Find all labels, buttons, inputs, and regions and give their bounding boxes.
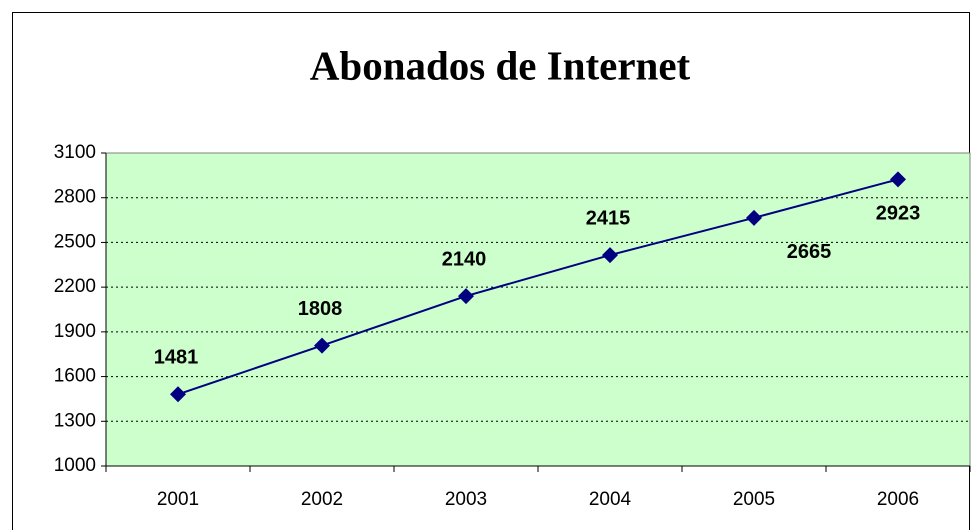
data-point [314,337,330,354]
data-label: 1808 [298,298,343,320]
data-line [177,178,899,396]
data-label: 2140 [442,248,487,270]
data-point [746,209,762,226]
chart-title: Abonados de Internet [310,42,691,88]
y-tick-label: 1600 [54,366,96,387]
y-tick-label: 2800 [54,187,96,208]
x-tick-label: 2006 [877,489,919,510]
data-label: 1481 [154,347,199,369]
y-tick-label: 3100 [54,142,96,163]
data-point [458,288,474,305]
data-label: 2923 [876,203,921,225]
x-tick-label: 2002 [301,489,343,510]
x-tick-label: 2003 [445,489,487,510]
y-tick-label: 2500 [54,231,96,252]
x-tick-label: 2001 [157,489,199,510]
data-point [890,171,906,188]
y-tick-label: 1000 [54,455,96,476]
y-tick-label: 1300 [54,410,96,431]
x-tick-label: 2004 [589,489,632,510]
data-point [170,386,186,403]
data-label: 2665 [787,241,832,263]
plot-area [105,152,971,467]
x-tick-label: 2005 [733,489,775,510]
data-label: 2415 [586,207,631,229]
data-point [602,247,618,264]
y-tick-label: 1900 [54,321,96,342]
y-tick-label: 2200 [54,276,96,297]
